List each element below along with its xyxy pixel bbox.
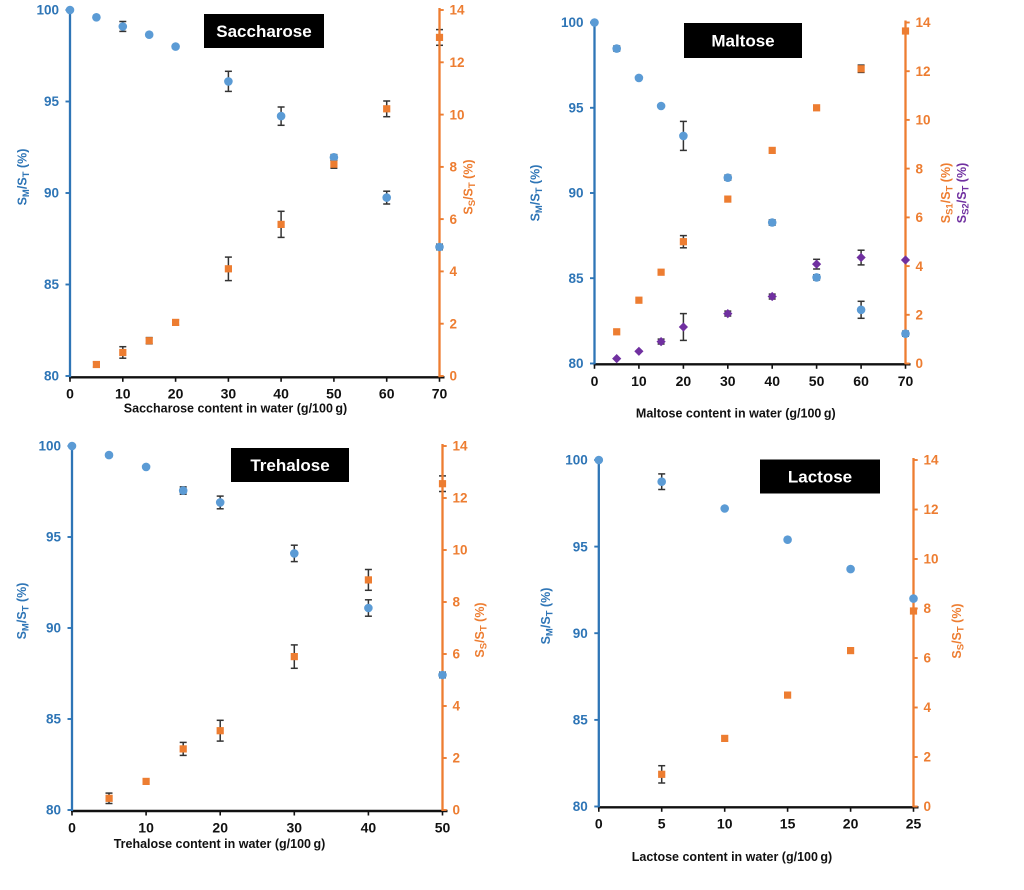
- svg-text:40: 40: [361, 820, 377, 836]
- svg-text:85: 85: [44, 277, 60, 292]
- svg-text:SS/ST (%): SS/ST (%): [462, 159, 479, 214]
- svg-text:30: 30: [720, 373, 736, 389]
- svg-text:50: 50: [326, 386, 342, 402]
- svg-text:Lactose: Lactose: [788, 468, 852, 487]
- svg-text:14: 14: [450, 3, 466, 18]
- svg-text:20: 20: [843, 816, 859, 832]
- svg-text:15: 15: [780, 816, 796, 832]
- svg-text:0: 0: [916, 356, 924, 371]
- svg-text:Maltose: Maltose: [711, 32, 774, 51]
- svg-text:14: 14: [453, 439, 469, 454]
- svg-text:6: 6: [450, 212, 458, 227]
- svg-text:SS/ST (%): SS/ST (%): [950, 603, 967, 658]
- svg-text:4: 4: [916, 259, 924, 274]
- svg-text:100: 100: [36, 3, 59, 18]
- svg-text:80: 80: [46, 803, 61, 818]
- svg-text:6: 6: [453, 647, 461, 662]
- svg-text:85: 85: [573, 713, 589, 728]
- svg-text:95: 95: [568, 101, 584, 116]
- svg-text:8: 8: [453, 595, 461, 610]
- svg-text:SS/ST (%): SS/ST (%): [473, 602, 490, 657]
- svg-text:Lactose content in water (g/10: Lactose content in water (g/100 g): [632, 850, 832, 864]
- svg-text:Trehalose: Trehalose: [250, 456, 329, 475]
- svg-text:95: 95: [573, 539, 589, 554]
- svg-text:40: 40: [273, 386, 289, 402]
- svg-text:0: 0: [66, 386, 74, 402]
- svg-text:Trehalose content in water (g/: Trehalose content in water (g/100 g): [114, 837, 326, 851]
- svg-text:SM/ST (%): SM/ST (%): [16, 149, 33, 206]
- svg-text:85: 85: [46, 712, 62, 727]
- svg-text:100: 100: [565, 453, 588, 468]
- svg-text:5: 5: [658, 816, 666, 832]
- svg-text:10: 10: [453, 543, 468, 558]
- svg-text:Saccharose content in water (g: Saccharose content in water (g/100 g): [124, 401, 347, 415]
- svg-text:4: 4: [453, 699, 461, 714]
- svg-text:90: 90: [573, 626, 588, 641]
- svg-text:0: 0: [453, 803, 461, 818]
- svg-text:8: 8: [916, 161, 924, 176]
- svg-text:90: 90: [568, 186, 583, 201]
- svg-text:0: 0: [450, 369, 458, 384]
- svg-text:10: 10: [450, 107, 465, 122]
- svg-text:SS1/ST (%): SS1/ST (%): [939, 163, 956, 224]
- svg-text:10: 10: [138, 820, 154, 836]
- svg-text:12: 12: [916, 64, 931, 79]
- svg-text:10: 10: [916, 113, 931, 128]
- svg-text:SM/ST (%): SM/ST (%): [539, 588, 556, 645]
- svg-text:10: 10: [717, 816, 733, 832]
- svg-text:80: 80: [573, 799, 588, 814]
- svg-text:20: 20: [168, 386, 184, 402]
- svg-text:12: 12: [924, 502, 939, 517]
- svg-text:2: 2: [916, 308, 924, 323]
- svg-text:6: 6: [916, 210, 924, 225]
- svg-text:95: 95: [46, 530, 62, 545]
- svg-text:14: 14: [916, 15, 932, 30]
- svg-text:0: 0: [591, 373, 599, 389]
- svg-text:30: 30: [221, 386, 237, 402]
- svg-text:12: 12: [453, 491, 468, 506]
- svg-text:0: 0: [68, 820, 76, 836]
- svg-text:2: 2: [924, 750, 932, 765]
- svg-text:60: 60: [379, 386, 395, 402]
- svg-text:20: 20: [212, 820, 228, 836]
- svg-text:Maltose content in water (g/10: Maltose content in water (g/100 g): [636, 406, 836, 420]
- svg-text:10: 10: [924, 552, 939, 567]
- svg-text:4: 4: [924, 700, 932, 715]
- svg-text:80: 80: [568, 356, 583, 371]
- svg-text:25: 25: [906, 816, 922, 832]
- svg-text:10: 10: [631, 373, 647, 389]
- svg-text:12: 12: [450, 55, 465, 70]
- svg-text:2: 2: [453, 751, 461, 766]
- svg-text:SS2/ST (%): SS2/ST (%): [955, 163, 972, 224]
- svg-text:85: 85: [568, 271, 584, 286]
- svg-text:40: 40: [764, 373, 780, 389]
- svg-text:10: 10: [115, 386, 131, 402]
- svg-text:50: 50: [435, 820, 451, 836]
- svg-text:2: 2: [450, 316, 458, 331]
- svg-text:60: 60: [853, 373, 869, 389]
- svg-text:95: 95: [44, 94, 60, 109]
- svg-text:SM/ST (%): SM/ST (%): [529, 165, 546, 222]
- svg-text:20: 20: [676, 373, 692, 389]
- svg-text:30: 30: [287, 820, 303, 836]
- svg-text:90: 90: [46, 621, 61, 636]
- svg-text:0: 0: [924, 799, 932, 814]
- svg-text:70: 70: [432, 386, 448, 402]
- svg-text:4: 4: [450, 264, 458, 279]
- svg-text:8: 8: [924, 601, 932, 616]
- svg-text:80: 80: [44, 369, 59, 384]
- svg-text:100: 100: [38, 439, 61, 454]
- svg-text:SM/ST (%): SM/ST (%): [15, 583, 32, 640]
- svg-text:90: 90: [44, 186, 59, 201]
- svg-text:Saccharose: Saccharose: [216, 22, 311, 41]
- svg-text:0: 0: [595, 816, 603, 832]
- svg-text:100: 100: [561, 15, 584, 30]
- svg-text:50: 50: [809, 373, 825, 389]
- svg-text:6: 6: [924, 651, 932, 666]
- svg-text:70: 70: [898, 373, 914, 389]
- svg-text:14: 14: [924, 453, 940, 468]
- svg-text:8: 8: [450, 160, 458, 175]
